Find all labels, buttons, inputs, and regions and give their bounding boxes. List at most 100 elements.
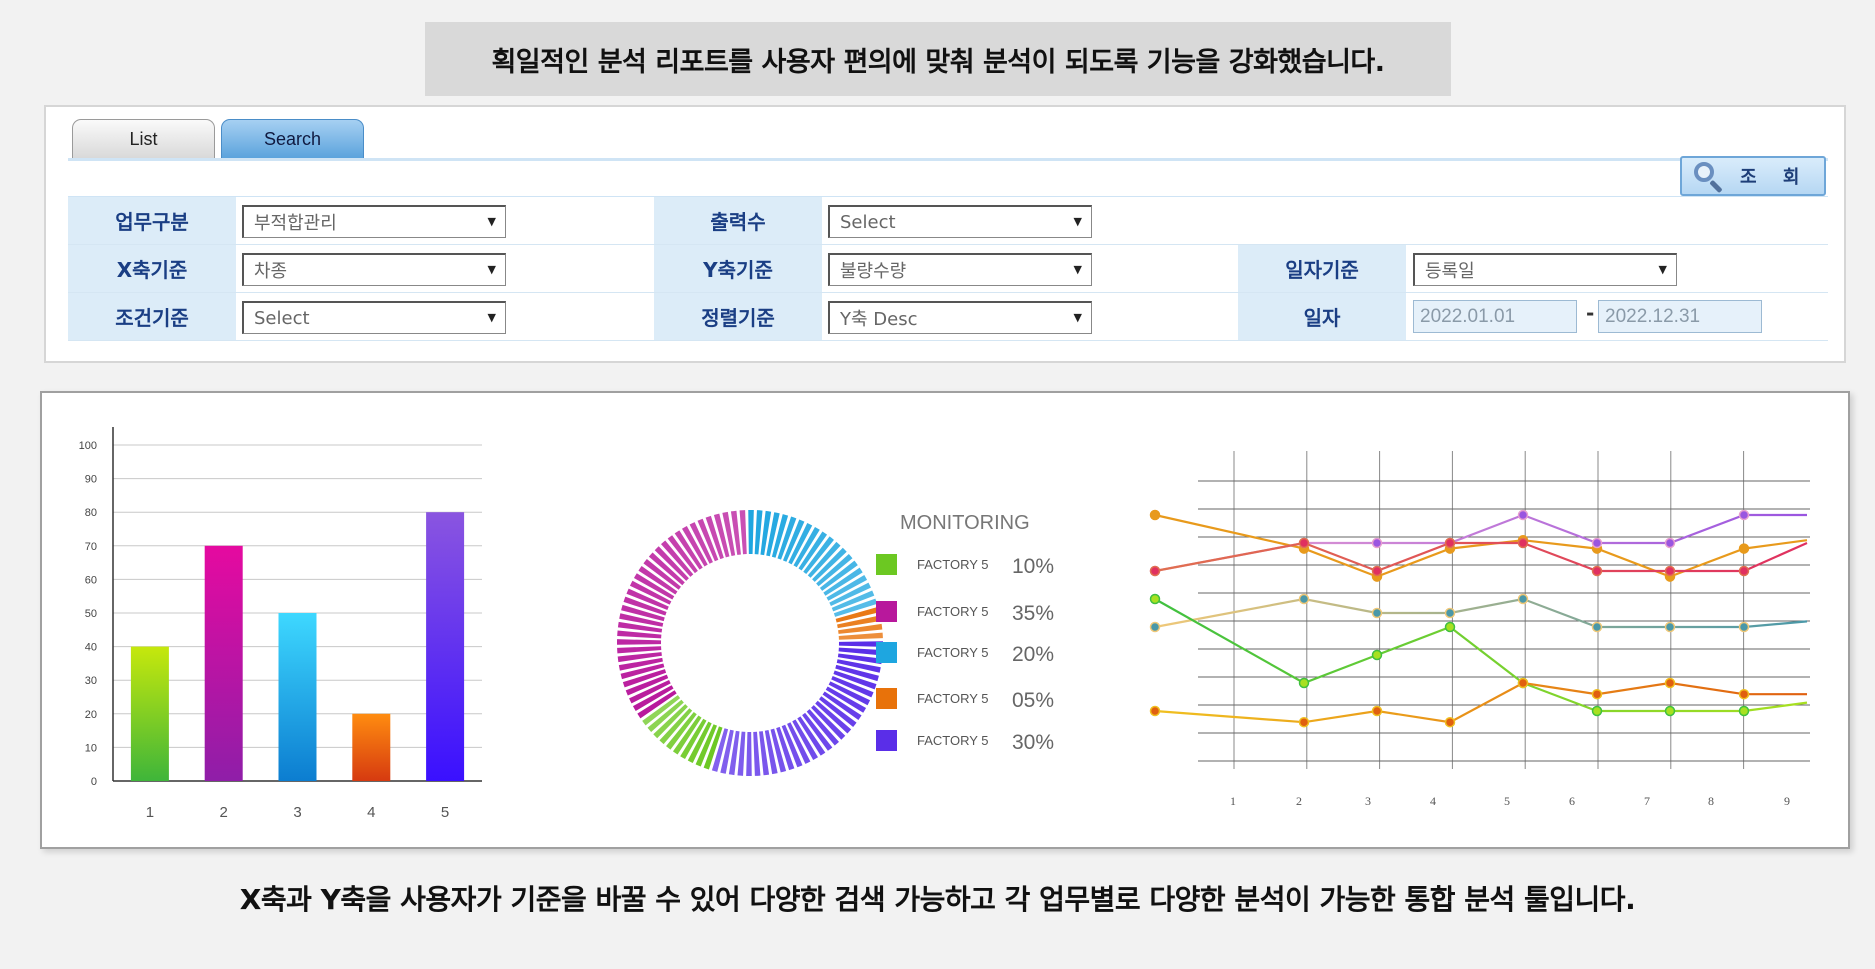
line-point xyxy=(1371,537,1383,549)
date-to-input[interactable]: 2022.12.31 xyxy=(1598,300,1762,333)
bar xyxy=(426,512,465,781)
donut-segment xyxy=(788,522,813,565)
donut-segment xyxy=(793,526,820,568)
donut-segment xyxy=(815,700,852,734)
donut-segment xyxy=(637,690,677,719)
legend-name: FACTORY 5 xyxy=(917,691,989,706)
donut-segment xyxy=(617,646,662,654)
donut-segment xyxy=(831,590,875,612)
line-xtick-label: 1 xyxy=(1230,794,1236,808)
bar-xtick-label: 5 xyxy=(441,804,449,821)
charts-canvas: 0 10 20 30 40 50 60 70 80 90 100 1 2 3 4 5 MONITORING FA… xyxy=(79,427,1810,821)
donut-segment xyxy=(730,510,741,555)
legend-title: MONITORING xyxy=(900,512,1030,534)
line-point xyxy=(1149,509,1161,521)
legend-name: FACTORY 5 xyxy=(917,733,989,748)
donut-segment xyxy=(619,613,664,627)
donut-segment xyxy=(797,716,826,756)
condition-value: Select xyxy=(254,307,310,329)
line-xtick-label: 4 xyxy=(1430,794,1436,808)
legend-percent: 05% xyxy=(1012,689,1054,712)
line-point xyxy=(1298,537,1310,549)
donut-segment xyxy=(803,536,834,574)
dropdown-arrow-icon: ▼ xyxy=(487,263,496,276)
legend-percent: 10% xyxy=(1012,555,1054,578)
donut-segment xyxy=(642,695,681,726)
line-point xyxy=(1664,705,1676,717)
bar xyxy=(278,613,317,781)
query-button[interactable]: 조 회 xyxy=(1680,156,1826,196)
donut-segment xyxy=(695,724,718,767)
line-point xyxy=(1371,607,1383,619)
donut-segment xyxy=(647,699,684,732)
donut-segment xyxy=(617,639,662,645)
dropdown-arrow-icon: ▼ xyxy=(487,311,496,324)
bar-ytick-label: 60 xyxy=(85,574,97,586)
dropdown-arrow-icon: ▼ xyxy=(1073,215,1082,228)
donut-segment xyxy=(648,552,685,586)
line-xtick-label: 7 xyxy=(1644,794,1650,808)
donut-segment xyxy=(816,554,853,587)
form-row-1: 업무구분 부적합관리 ▼ 출력수 Select ▼ xyxy=(68,197,1828,245)
output-count-select[interactable]: Select ▼ xyxy=(828,205,1092,238)
donut-segment xyxy=(623,596,667,616)
line-series xyxy=(1154,513,1808,578)
donut-segment xyxy=(798,531,828,571)
donut-segment xyxy=(720,729,734,774)
bar xyxy=(130,646,169,781)
donut-segment xyxy=(659,708,693,745)
bar xyxy=(204,545,243,781)
bar-xtick-label: 1 xyxy=(146,804,154,821)
bar-ytick-label: 10 xyxy=(85,742,97,754)
donut-segment xyxy=(672,715,702,755)
date-separator: - xyxy=(1586,301,1595,325)
tab-list[interactable]: List xyxy=(72,119,215,159)
donut-segment xyxy=(632,685,674,712)
donut-segment xyxy=(777,516,797,560)
donut-segment xyxy=(811,705,846,740)
donut-chart xyxy=(617,510,883,776)
bar-ytick-label: 90 xyxy=(85,474,97,486)
donut-segment xyxy=(766,512,780,557)
donut-segment xyxy=(838,647,883,656)
donut-segment xyxy=(703,726,723,770)
donut-segment xyxy=(819,696,857,727)
line-xtick-label: 3 xyxy=(1365,794,1371,808)
sort-label: 정렬기준 xyxy=(654,293,822,340)
business-type-select[interactable]: 부적합관리 ▼ xyxy=(242,205,506,238)
legend-swatch xyxy=(876,601,897,622)
donut-segment xyxy=(838,641,883,647)
dropdown-arrow-icon: ▼ xyxy=(1658,263,1667,276)
sort-select[interactable]: Y축 Desc ▼ xyxy=(828,301,1092,334)
date-from-input[interactable]: 2022.01.01 xyxy=(1413,300,1577,333)
line-point xyxy=(1298,716,1310,728)
donut-segment xyxy=(626,588,669,611)
bar-chart: 0 10 20 30 40 50 60 70 80 90 100 1 2 3 4 5 xyxy=(79,427,482,821)
x-axis-select[interactable]: 차종 ▼ xyxy=(242,253,506,286)
legend-name: FACTORY 5 xyxy=(917,604,989,619)
donut-segment xyxy=(776,726,795,771)
y-axis-label: Y축기준 xyxy=(654,245,822,292)
line-point xyxy=(1738,565,1750,577)
donut-segment xyxy=(770,728,787,773)
tab-search[interactable]: Search xyxy=(221,119,364,159)
donut-segment xyxy=(654,546,689,581)
business-type-value: 부적합관리 xyxy=(254,213,337,234)
condition-select[interactable]: Select ▼ xyxy=(242,301,506,334)
y-axis-select[interactable]: 불량수량 ▼ xyxy=(828,253,1092,286)
donut-segment xyxy=(711,728,729,772)
line-xtick-label: 8 xyxy=(1708,794,1714,808)
bar-xtick-label: 3 xyxy=(293,804,301,821)
date-basis-select[interactable]: 등록일 ▼ xyxy=(1413,253,1677,286)
donut-segment xyxy=(728,730,740,776)
line-series xyxy=(1154,681,1807,724)
donut-segment xyxy=(643,559,681,590)
line-point xyxy=(1738,688,1750,700)
line-point xyxy=(1517,509,1529,521)
output-count-value: Select xyxy=(840,211,896,233)
line-point xyxy=(1444,716,1456,728)
donut-segment xyxy=(617,652,662,663)
search-icon xyxy=(1692,161,1726,194)
bar-ytick-label: 100 xyxy=(79,440,97,452)
date-basis-label: 일자기준 xyxy=(1238,245,1406,292)
